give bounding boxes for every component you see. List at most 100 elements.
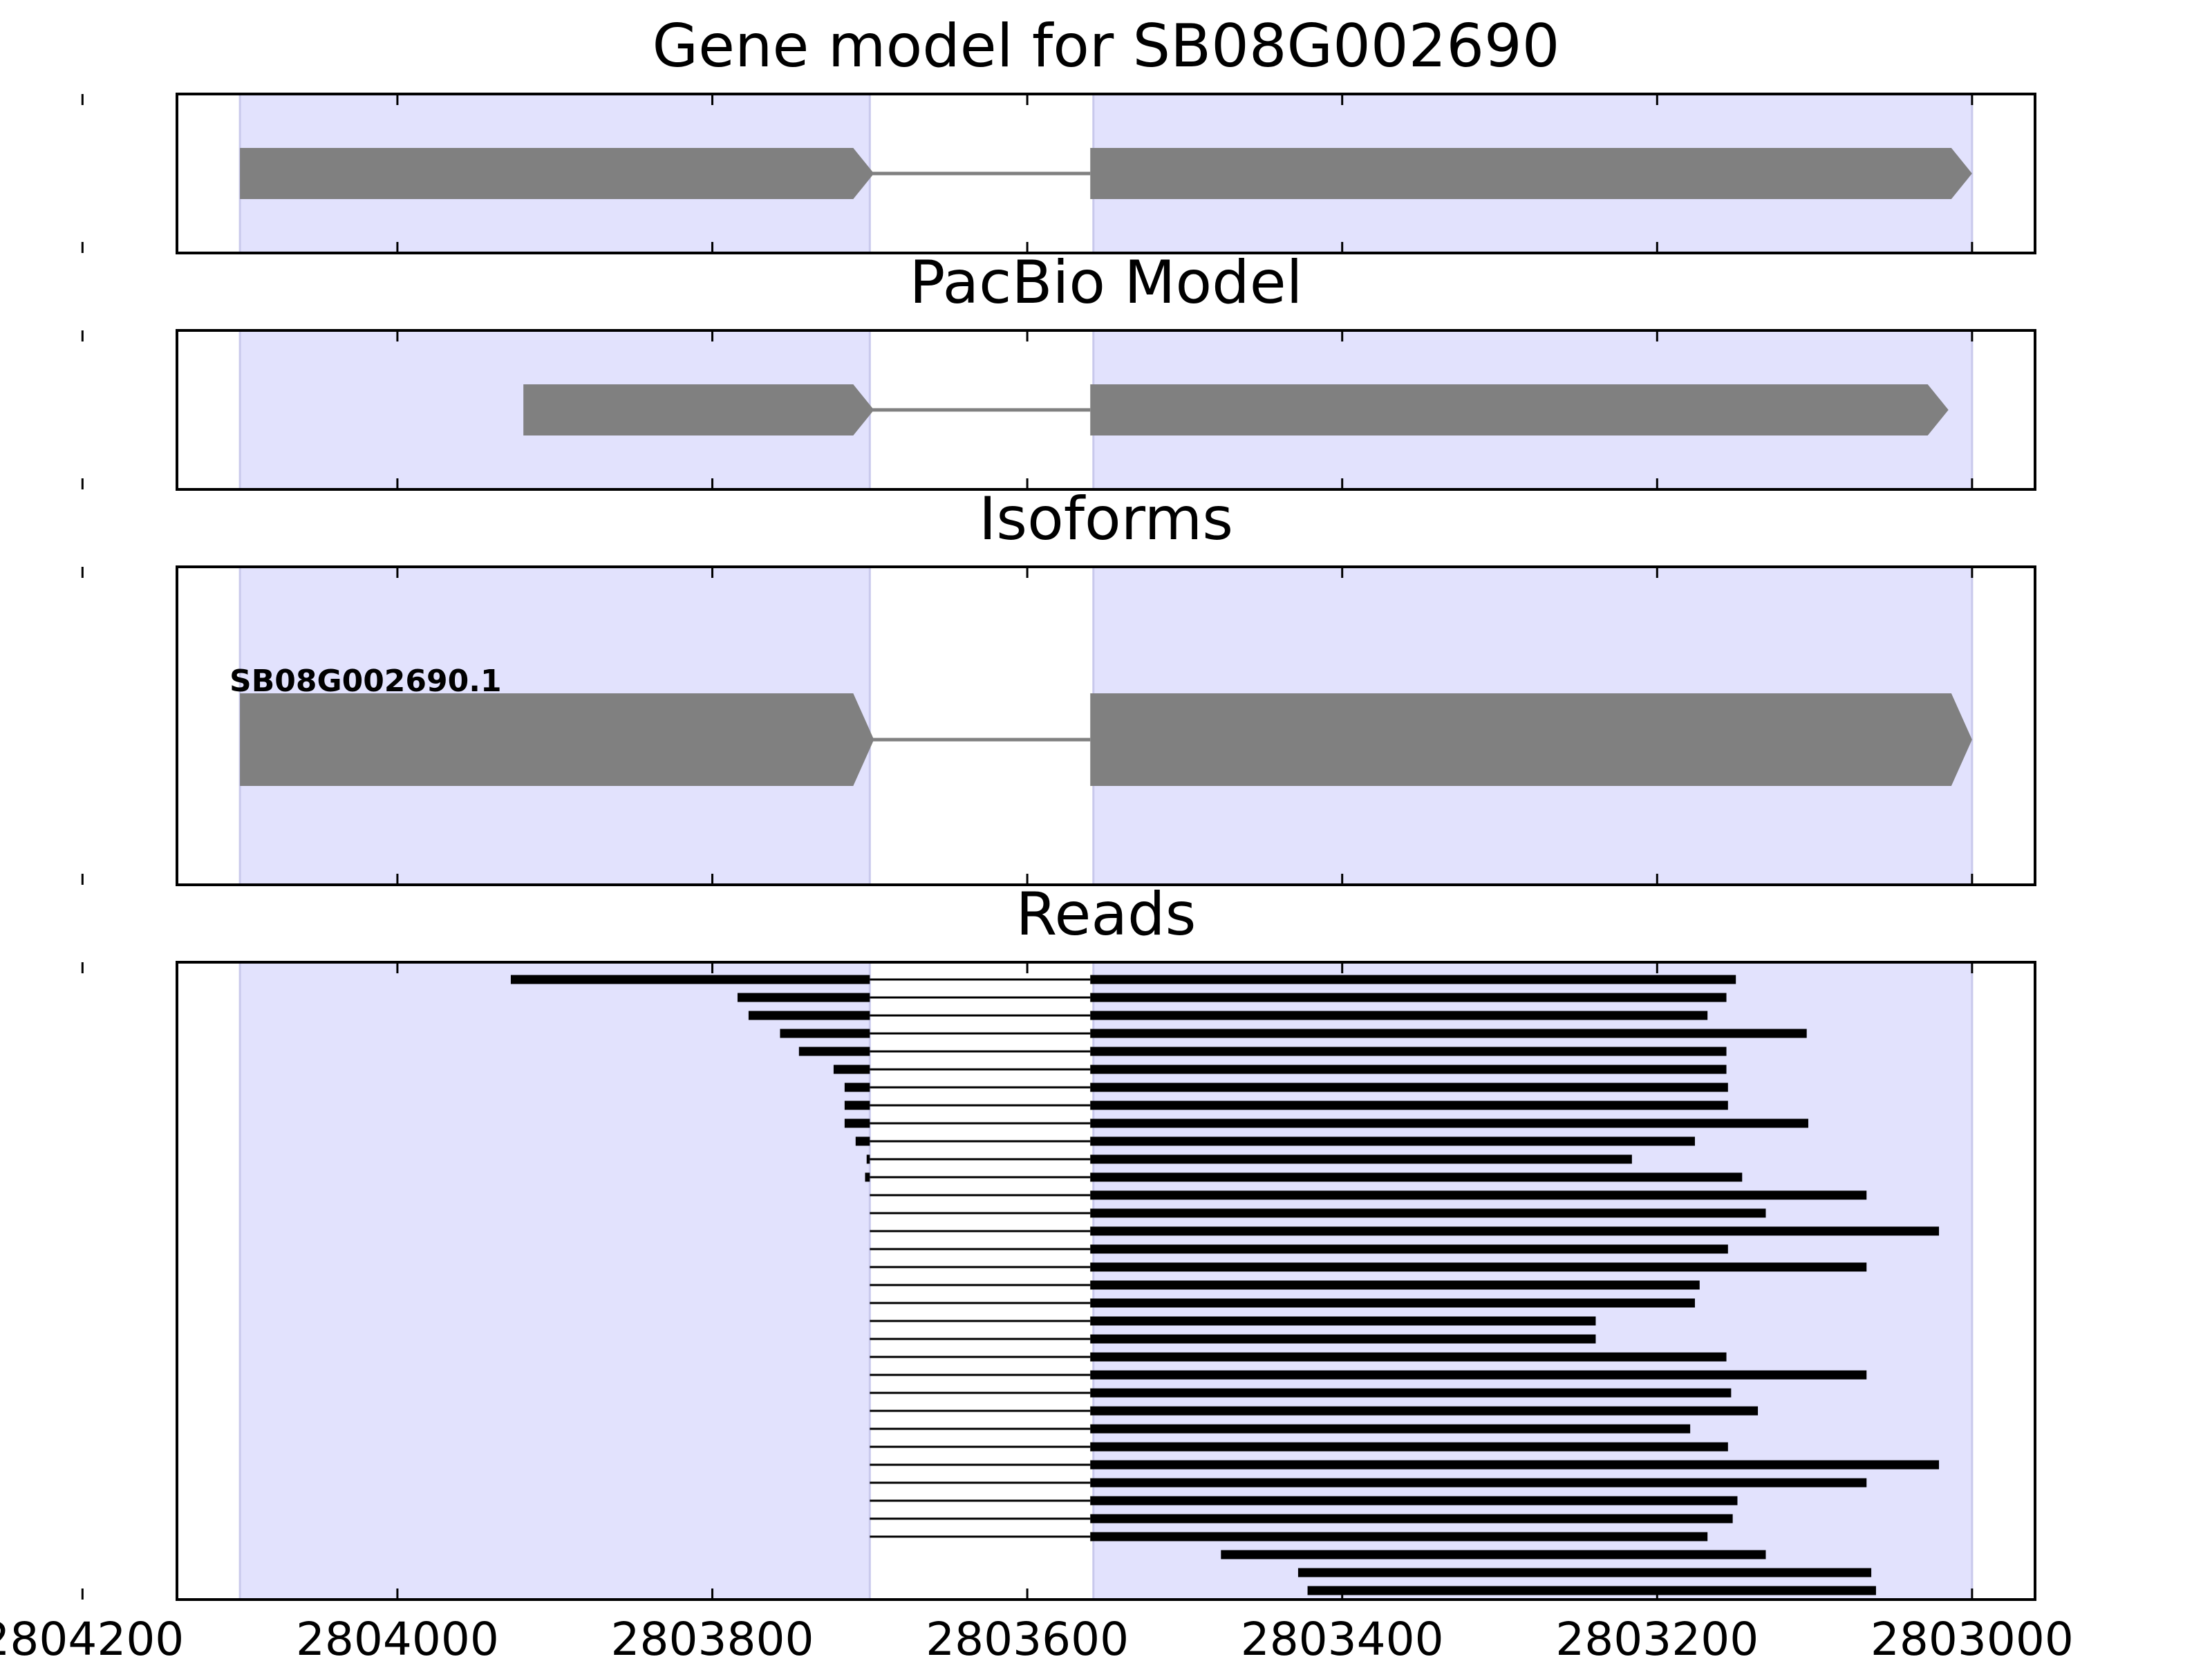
read-alignment bbox=[870, 1208, 1766, 1218]
read-alignment bbox=[737, 993, 1727, 1002]
read-alignment bbox=[870, 1370, 1867, 1380]
read-alignment bbox=[870, 1442, 1728, 1452]
gene-model-panel bbox=[81, 93, 2036, 254]
read-alignment bbox=[870, 1424, 1691, 1434]
read-segment bbox=[1090, 1082, 1728, 1092]
exon-block bbox=[1090, 384, 1949, 435]
read-alignment bbox=[870, 1352, 1727, 1362]
panel-title-isoforms: Isoforms bbox=[979, 485, 1233, 554]
read-segment bbox=[1090, 1029, 1807, 1038]
x-tick-label: 2803400 bbox=[1241, 1613, 1444, 1659]
read-segment bbox=[780, 1029, 870, 1038]
isoforms-panel: SB08G002690.1 bbox=[81, 565, 2036, 886]
read-segment bbox=[1090, 1208, 1766, 1218]
read-segment bbox=[1090, 1280, 1700, 1290]
read-segment bbox=[855, 1136, 870, 1146]
panel-frame bbox=[176, 329, 2036, 491]
read-alignment bbox=[870, 1190, 1867, 1200]
panel-title-pacbio-model: PacBio Model bbox=[909, 248, 1302, 317]
read-segment bbox=[1307, 1586, 1876, 1595]
read-segment bbox=[1090, 1047, 1727, 1056]
read-segment bbox=[844, 1118, 870, 1128]
read-segment bbox=[1221, 1550, 1766, 1559]
read-alignment bbox=[844, 1100, 1728, 1110]
read-alignment bbox=[748, 1011, 1708, 1020]
read-segment bbox=[1090, 1244, 1728, 1254]
read-segment bbox=[737, 993, 870, 1002]
panel-title-reads: Reads bbox=[1016, 880, 1197, 949]
read-alignment bbox=[1307, 1586, 1876, 1595]
x-tick-label: 2803200 bbox=[1555, 1613, 1759, 1659]
exon-block bbox=[240, 148, 874, 199]
read-alignment bbox=[870, 1280, 1700, 1290]
read-segment bbox=[1090, 1172, 1743, 1182]
read-alignment bbox=[798, 1047, 1727, 1056]
read-alignment bbox=[870, 1406, 1759, 1416]
x-axis: 2804200 2804000 2803800 2803600 2803400 28032… bbox=[0, 1613, 2074, 1659]
read-alignment bbox=[870, 1514, 1733, 1524]
read-segment bbox=[1297, 1568, 1872, 1577]
read-segment bbox=[1090, 1011, 1708, 1020]
read-segment bbox=[1090, 1370, 1867, 1380]
read-segment bbox=[844, 1100, 870, 1110]
read-segment bbox=[1090, 1190, 1867, 1200]
read-segment bbox=[1090, 1406, 1759, 1416]
read-segment bbox=[1090, 1442, 1728, 1452]
read-alignment bbox=[844, 1082, 1728, 1092]
read-segment bbox=[1090, 1460, 1940, 1470]
x-tick-label: 2803800 bbox=[611, 1613, 814, 1659]
read-alignment bbox=[865, 1172, 1743, 1182]
isoform-label: SB08G002690.1 bbox=[229, 664, 502, 699]
read-segment bbox=[844, 1082, 870, 1092]
read-segment bbox=[1090, 1532, 1708, 1541]
read-segment bbox=[1090, 1388, 1732, 1398]
read-segment bbox=[1090, 1118, 1808, 1128]
read-segment bbox=[1090, 1424, 1691, 1434]
read-alignment bbox=[870, 1478, 1867, 1488]
read-alignment bbox=[870, 1388, 1732, 1398]
read-alignment bbox=[870, 1244, 1728, 1254]
read-segment bbox=[866, 1154, 870, 1164]
exon-shade-region bbox=[238, 961, 871, 1601]
x-tick-label: 2804200 bbox=[0, 1613, 184, 1659]
read-alignment bbox=[855, 1136, 1695, 1146]
x-tick-label: 2804000 bbox=[296, 1613, 499, 1659]
read-segment bbox=[1090, 993, 1727, 1002]
exon-block bbox=[240, 693, 874, 786]
panel-frame bbox=[176, 565, 2036, 886]
read-segment bbox=[1090, 1100, 1728, 1110]
read-segment bbox=[798, 1047, 870, 1056]
exon-block bbox=[1090, 148, 1972, 199]
read-segment bbox=[1090, 1298, 1695, 1308]
read-segment bbox=[748, 1011, 870, 1020]
panel-frame bbox=[176, 961, 2036, 1601]
read-alignment bbox=[866, 1154, 1632, 1164]
read-alignment bbox=[844, 1118, 1808, 1128]
read-segment bbox=[1090, 1226, 1940, 1236]
read-alignment bbox=[833, 1065, 1727, 1074]
read-alignment bbox=[870, 1496, 1738, 1506]
exon-block bbox=[523, 384, 874, 435]
read-alignment bbox=[870, 1226, 1940, 1236]
read-alignment bbox=[1221, 1550, 1766, 1559]
read-segment bbox=[510, 975, 870, 984]
read-segment bbox=[1090, 1352, 1727, 1362]
read-segment bbox=[833, 1065, 870, 1074]
read-segment bbox=[1090, 1136, 1695, 1146]
read-segment bbox=[1090, 975, 1736, 984]
read-segment bbox=[1090, 1316, 1596, 1326]
read-segment bbox=[1090, 1154, 1632, 1164]
pacbio-model-panel bbox=[81, 329, 2036, 491]
read-alignment bbox=[870, 1334, 1596, 1344]
read-alignment bbox=[870, 1262, 1867, 1272]
exon-block bbox=[1090, 693, 1972, 786]
x-tick-label: 2803600 bbox=[926, 1613, 1129, 1659]
read-alignment bbox=[1297, 1568, 1872, 1577]
read-alignment bbox=[870, 1532, 1708, 1541]
read-alignment bbox=[780, 1029, 1807, 1038]
reads-panel bbox=[81, 961, 2036, 1601]
read-segment bbox=[1090, 1514, 1733, 1524]
read-segment bbox=[865, 1172, 870, 1182]
read-alignment bbox=[510, 975, 1736, 984]
